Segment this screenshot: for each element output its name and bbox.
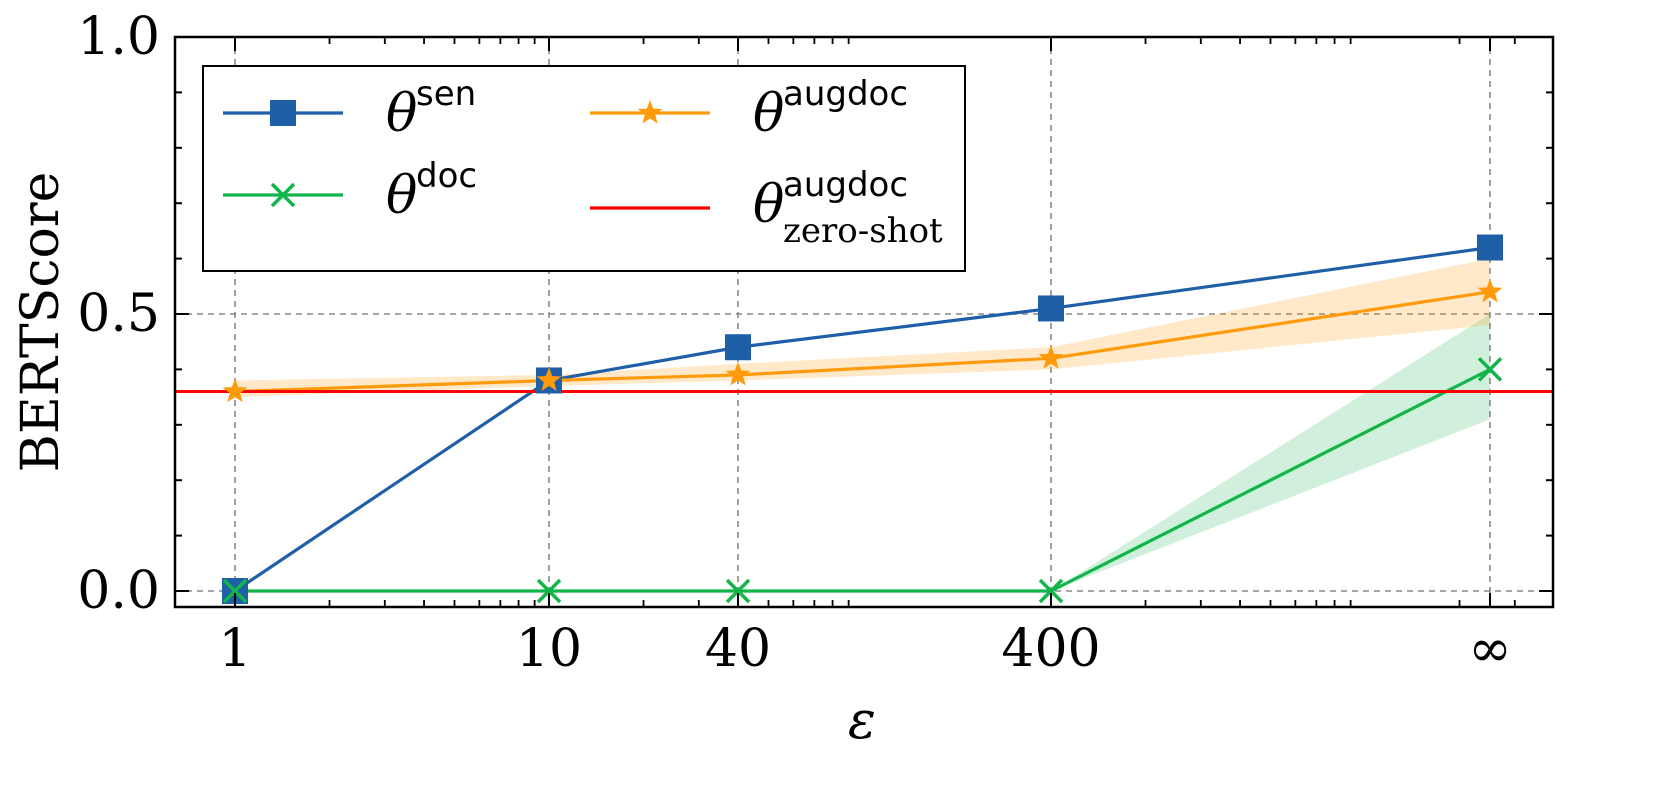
marker-x — [222, 578, 248, 604]
x-tick-label: 400 — [1001, 619, 1100, 679]
tick-labels: 1 10 40 400 ∞ 0.0 0.5 1.0 — [77, 7, 1511, 679]
series-markers — [222, 234, 1503, 604]
plot-frame — [173, 35, 1555, 609]
x-axis-label: ε — [848, 691, 876, 751]
x-tick-label: ∞ — [1468, 619, 1511, 679]
marker-star — [725, 361, 751, 386]
x-tick-label: 10 — [516, 619, 582, 679]
band-doc — [1051, 314, 1490, 591]
legend-sup: augdoc — [783, 165, 908, 205]
legend-theta: θ — [386, 166, 417, 226]
legend-sub: zero-shot — [783, 211, 943, 251]
marker-x — [536, 578, 562, 604]
x-tick-label: 40 — [705, 619, 771, 679]
marker-x — [1038, 578, 1064, 604]
marker-star — [536, 367, 562, 391]
legend-box — [202, 65, 966, 272]
y-tick-label: 1.0 — [77, 7, 160, 67]
marker-star — [1477, 278, 1503, 303]
legend-sup: augdoc — [783, 74, 908, 114]
legend-theta: θ — [753, 84, 784, 144]
marker-x — [725, 578, 751, 604]
legend-marker-star — [637, 100, 663, 124]
legend-marker-square — [270, 100, 296, 126]
marker-square — [725, 334, 751, 361]
legend-theta: θ — [753, 175, 784, 235]
marker-square — [1038, 295, 1064, 322]
axis-ticks — [175, 36, 1553, 607]
confidence-bands — [235, 258, 1490, 591]
marker-x — [1477, 357, 1503, 382]
legend-marker-x — [270, 182, 296, 208]
legend-theta: θ — [386, 84, 417, 144]
y-axis-label: BERTScore — [11, 172, 71, 473]
legend-sup: sen — [416, 74, 476, 114]
x-tick-label: 1 — [218, 619, 251, 679]
marker-square — [1477, 234, 1503, 261]
band-augdoc — [235, 258, 1490, 398]
legend-sup: doc — [416, 156, 477, 196]
y-tick-label: 0.0 — [77, 561, 160, 621]
marker-star — [222, 378, 248, 403]
marker-star — [1038, 345, 1064, 369]
y-tick-label: 0.5 — [77, 284, 160, 344]
